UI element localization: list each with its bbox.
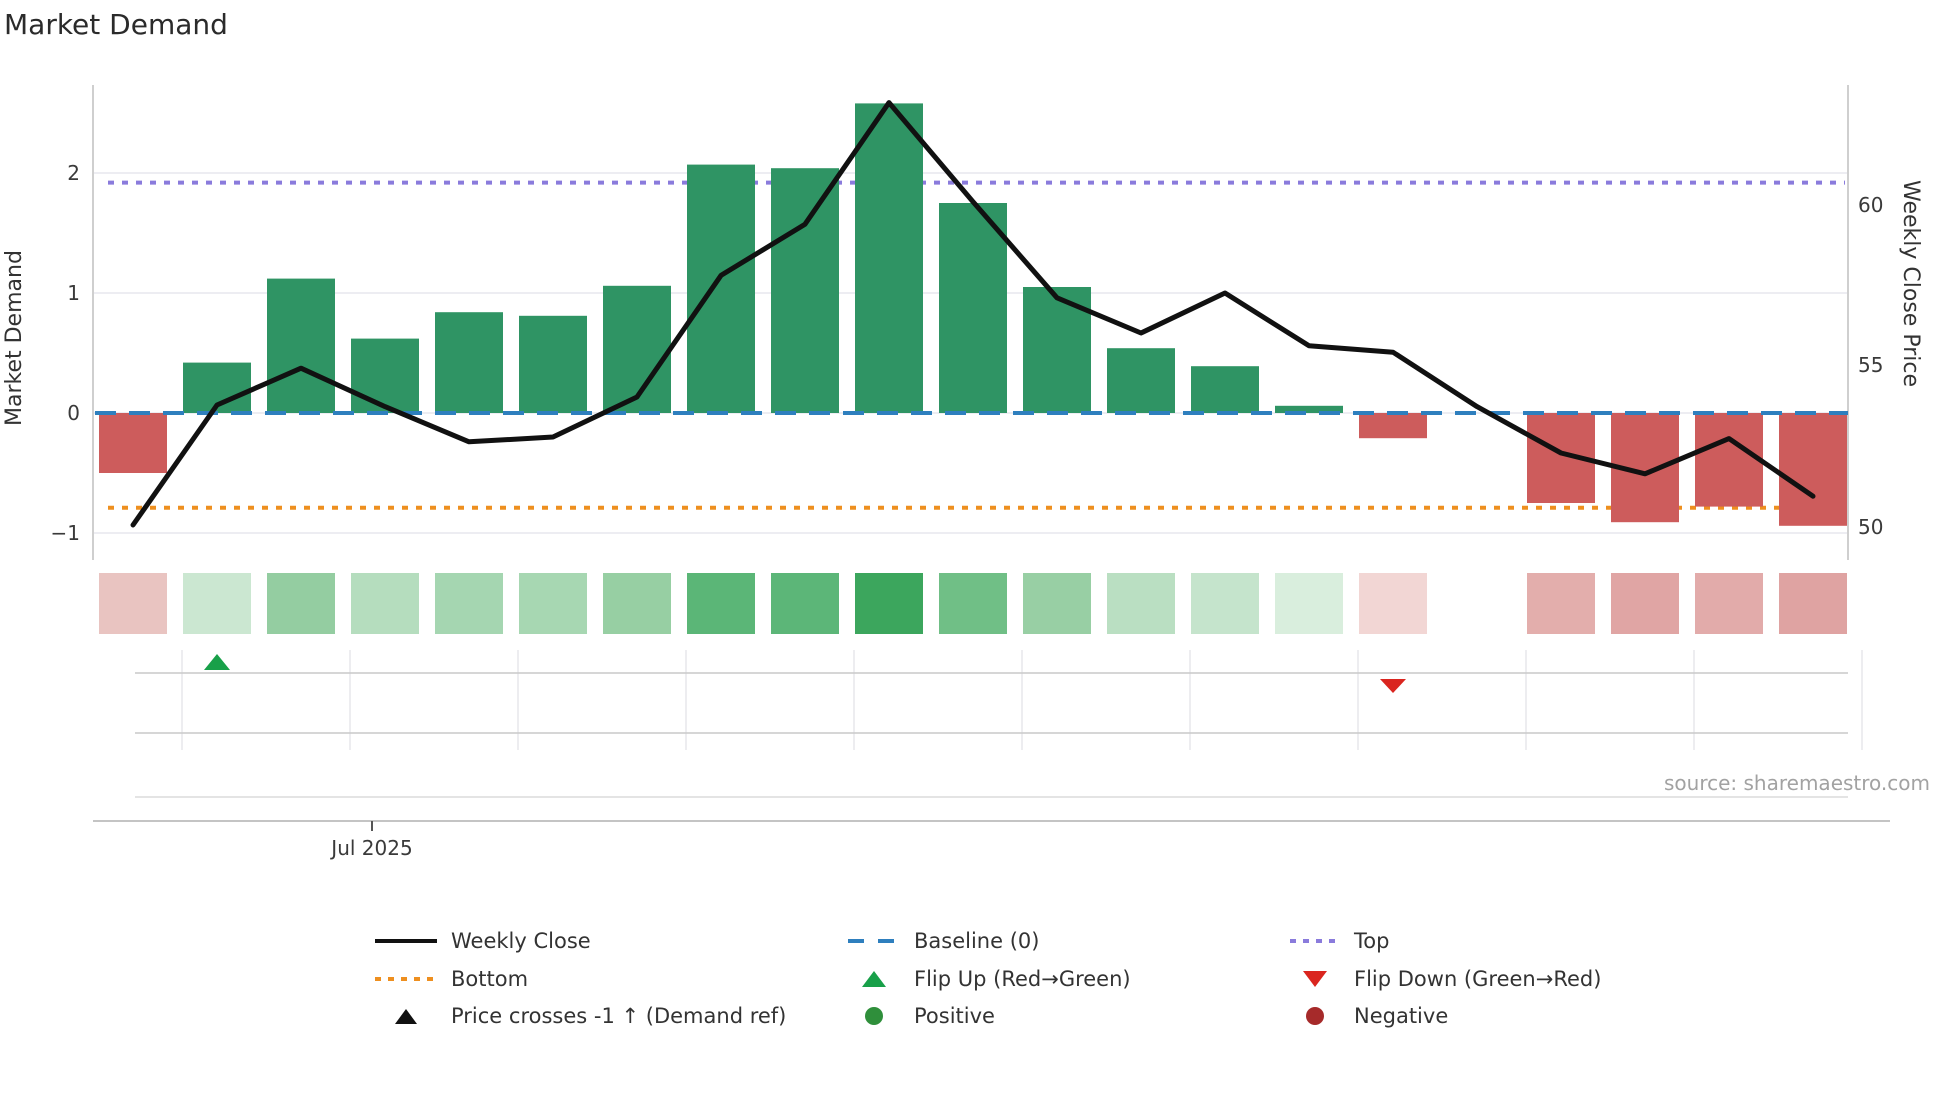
- heatmap-cell: [1527, 573, 1595, 634]
- demand-bar: [771, 168, 839, 413]
- legend-label: Top: [1354, 929, 1390, 953]
- flip-down-marker: [1380, 679, 1406, 693]
- left-tick-2: 2: [67, 161, 80, 185]
- legend-label: Negative: [1354, 1004, 1449, 1028]
- dark-red-dot-icon: [1290, 1007, 1340, 1025]
- legend-label: Price crosses -1 ↑ (Demand ref): [451, 1004, 787, 1028]
- demand-bar: [855, 103, 923, 414]
- demand-bar: [267, 278, 335, 413]
- legend-item-weekly-close[interactable]: Weekly Close: [375, 927, 591, 955]
- demand-bar: [1107, 348, 1175, 413]
- right-axis-title: Weekly Close Price: [1898, 180, 1923, 387]
- heatmap-cell: [519, 573, 587, 634]
- chart-canvas[interactable]: [0, 0, 1960, 880]
- demand-bar: [99, 413, 167, 473]
- top-dotted-line-icon: [1290, 939, 1340, 943]
- x-axis-tick-label: Jul 2025: [331, 836, 413, 860]
- right-tick-50: 50: [1858, 515, 1884, 539]
- legend-item-bottom[interactable]: Bottom: [375, 965, 528, 993]
- right-tick-60: 60: [1858, 193, 1884, 217]
- heatmap-cell: [351, 573, 419, 634]
- demand-bar: [1779, 413, 1847, 526]
- bottom-dotted-line-icon: [375, 977, 437, 981]
- heatmap-cell: [1695, 573, 1763, 634]
- legend-label: Weekly Close: [451, 929, 591, 953]
- demand-bar: [687, 164, 755, 413]
- legend-label: Flip Up (Red→Green): [914, 967, 1131, 991]
- legend-label: Baseline (0): [914, 929, 1040, 953]
- heatmap-cell: [1611, 573, 1679, 634]
- legend-label: Bottom: [451, 967, 529, 991]
- flip-up-marker: [204, 654, 230, 670]
- legend-item-positive[interactable]: Positive: [848, 1002, 995, 1030]
- left-tick-neg1: −1: [50, 521, 80, 545]
- black-triangle-up-icon: [375, 1008, 437, 1024]
- left-axis-title: Market Demand: [2, 250, 27, 426]
- demand-bar: [435, 312, 503, 413]
- heatmap-cell: [1779, 573, 1847, 634]
- heatmap-cell: [267, 573, 335, 634]
- heatmap-cell: [1191, 573, 1259, 634]
- legend-item-top[interactable]: Top: [1290, 927, 1389, 955]
- demand-bar: [351, 338, 419, 413]
- legend-label: Flip Down (Green→Red): [1354, 967, 1602, 991]
- legend-item-baseline[interactable]: Baseline (0): [848, 927, 1039, 955]
- heatmap-cell: [435, 573, 503, 634]
- page-title: Market Demand: [4, 8, 228, 41]
- legend-item-negative[interactable]: Negative: [1290, 1002, 1448, 1030]
- heatmap-cell: [687, 573, 755, 634]
- red-triangle-down-icon: [1290, 971, 1340, 987]
- left-tick-0: 0: [67, 401, 80, 425]
- heatmap-cell: [855, 573, 923, 634]
- legend-item-flip-up[interactable]: Flip Up (Red→Green): [848, 965, 1131, 993]
- demand-bar: [519, 315, 587, 413]
- demand-bar: [939, 203, 1007, 413]
- legend-label: Positive: [914, 1004, 995, 1028]
- green-triangle-up-icon: [848, 971, 900, 987]
- heatmap-cell: [1359, 573, 1427, 634]
- heatmap-cell: [771, 573, 839, 634]
- demand-bar: [603, 285, 671, 413]
- legend-item-flip-down[interactable]: Flip Down (Green→Red): [1290, 965, 1601, 993]
- demand-bar: [1191, 366, 1259, 413]
- demand-bar: [1695, 413, 1763, 507]
- legend-item-price-crosses[interactable]: Price crosses -1 ↑ (Demand ref): [375, 1002, 786, 1030]
- heatmap-cell: [183, 573, 251, 634]
- right-tick-55: 55: [1858, 353, 1884, 377]
- demand-bar: [1275, 405, 1343, 413]
- heatmap-cell: [1107, 573, 1175, 634]
- heatmap-cell: [603, 573, 671, 634]
- baseline-dashed-line-icon: [848, 939, 900, 943]
- left-tick-1: 1: [67, 281, 80, 305]
- heatmap-cell: [1023, 573, 1091, 634]
- heatmap-cell: [1275, 573, 1343, 634]
- heatmap-cell: [99, 573, 167, 634]
- green-dot-icon: [848, 1007, 900, 1025]
- demand-bar: [1359, 413, 1427, 439]
- heatmap-cell: [939, 573, 1007, 634]
- weekly-close-line-icon: [375, 939, 437, 943]
- source-attribution: source: sharemaestro.com: [1664, 771, 1930, 795]
- weekly-close-line: [130, 100, 1816, 528]
